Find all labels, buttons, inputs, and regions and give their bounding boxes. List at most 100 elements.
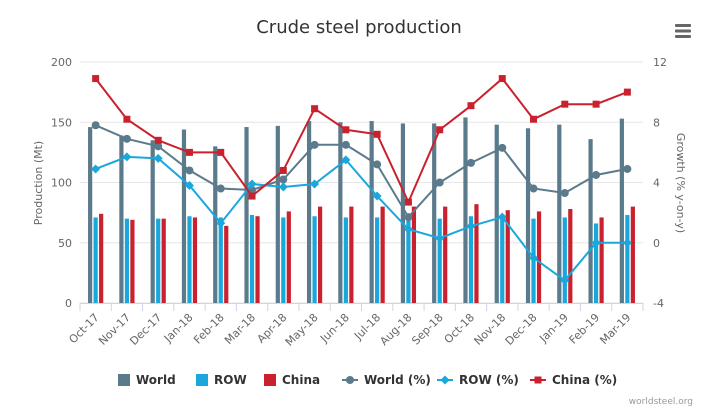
bar-china[interactable]	[99, 213, 104, 303]
bar-china[interactable]	[599, 217, 604, 303]
chart-menu-button[interactable]	[670, 20, 696, 42]
bar-china[interactable]	[192, 217, 198, 303]
point-world-pct[interactable]	[341, 140, 350, 149]
point-china-pct[interactable]	[373, 130, 381, 138]
credit-text[interactable]: worldsteel.org	[629, 397, 693, 407]
bar-china[interactable]	[505, 210, 510, 303]
point-world-pct[interactable]	[154, 142, 163, 151]
point-china-pct[interactable]	[623, 88, 631, 96]
point-china-pct[interactable]	[185, 148, 193, 156]
point-china-pct[interactable]	[92, 75, 100, 83]
bar-world[interactable]	[338, 122, 343, 303]
point-china-pct[interactable]	[217, 148, 225, 156]
point-world-pct[interactable]	[122, 134, 131, 143]
bar-world[interactable]	[119, 135, 124, 303]
bar-china[interactable]	[536, 211, 542, 303]
point-row-pct[interactable]	[278, 182, 288, 192]
point-row-pct[interactable]	[403, 224, 413, 234]
point-china-pct[interactable]	[154, 136, 162, 144]
point-world-pct[interactable]	[279, 175, 288, 184]
point-world-pct[interactable]	[404, 213, 413, 222]
bar-row[interactable]	[500, 217, 505, 303]
point-row-pct[interactable]	[122, 152, 132, 162]
bar-china[interactable]	[568, 209, 573, 303]
legend-item-china[interactable]: China	[264, 373, 320, 387]
point-row-pct[interactable]	[91, 164, 101, 174]
bar-world[interactable]	[181, 129, 187, 303]
point-row-pct[interactable]	[184, 181, 194, 191]
point-row-pct[interactable]	[497, 212, 507, 222]
bar-row[interactable]	[93, 217, 98, 303]
point-china-pct[interactable]	[436, 126, 444, 134]
bar-row[interactable]	[406, 219, 411, 303]
legend-item-world[interactable]: World (%)	[342, 373, 431, 387]
bar-row[interactable]	[625, 215, 630, 303]
point-world-pct[interactable]	[216, 184, 225, 193]
bar-china[interactable]	[630, 206, 635, 303]
point-world-pct[interactable]	[623, 164, 632, 173]
bar-china[interactable]	[443, 206, 448, 303]
point-china-pct[interactable]	[342, 126, 350, 134]
bar-row[interactable]	[124, 218, 130, 303]
bar-china[interactable]	[380, 206, 385, 303]
legend-item-china[interactable]: China (%)	[530, 373, 617, 387]
bar-row[interactable]	[437, 218, 442, 303]
point-row-pct[interactable]	[560, 275, 570, 285]
point-china-pct[interactable]	[248, 192, 256, 200]
bar-world[interactable]	[400, 123, 406, 303]
point-row-pct[interactable]	[622, 238, 632, 248]
point-china-pct[interactable]	[530, 115, 538, 123]
bar-world[interactable]	[213, 146, 218, 303]
bar-world[interactable]	[557, 124, 562, 303]
bar-row[interactable]	[156, 218, 161, 303]
point-world-pct[interactable]	[91, 121, 100, 130]
bar-world[interactable]	[494, 124, 499, 303]
bar-china[interactable]	[317, 206, 323, 303]
bar-china[interactable]	[474, 204, 479, 303]
point-world-pct[interactable]	[592, 170, 601, 179]
legend-item-world[interactable]: World	[118, 373, 176, 387]
point-world-pct[interactable]	[529, 184, 538, 193]
bar-world[interactable]	[369, 121, 374, 303]
bar-row[interactable]	[343, 217, 348, 303]
point-china-pct[interactable]	[592, 100, 600, 108]
point-china-pct[interactable]	[404, 198, 412, 206]
point-china-pct[interactable]	[498, 75, 506, 83]
point-row-pct[interactable]	[247, 179, 257, 189]
bar-china[interactable]	[130, 219, 135, 303]
point-world-pct[interactable]	[560, 189, 569, 198]
point-row-pct[interactable]	[341, 155, 351, 165]
bar-row[interactable]	[375, 217, 380, 303]
point-row-pct[interactable]	[310, 179, 320, 189]
bar-world[interactable]	[463, 117, 468, 304]
point-world-pct[interactable]	[185, 166, 194, 175]
bar-world[interactable]	[619, 118, 624, 303]
point-row-pct[interactable]	[435, 233, 445, 243]
point-row-pct[interactable]	[216, 218, 226, 228]
point-china-pct[interactable]	[311, 105, 319, 113]
bar-row[interactable]	[562, 217, 567, 303]
legend-item-row[interactable]: ROW (%)	[437, 373, 519, 387]
point-row-pct[interactable]	[153, 153, 163, 163]
bar-world[interactable]	[588, 139, 593, 303]
point-world-pct[interactable]	[466, 158, 475, 167]
bar-china[interactable]	[255, 216, 260, 303]
bar-china[interactable]	[224, 225, 229, 303]
bar-world[interactable]	[525, 128, 531, 303]
point-world-pct[interactable]	[498, 143, 507, 152]
point-china-pct[interactable]	[467, 102, 475, 110]
bar-row[interactable]	[218, 217, 223, 303]
bar-world[interactable]	[244, 127, 249, 303]
point-row-pct[interactable]	[372, 191, 382, 201]
bar-china[interactable]	[286, 211, 291, 303]
point-row-pct[interactable]	[466, 221, 476, 231]
point-china-pct[interactable]	[279, 166, 287, 174]
bar-world[interactable]	[306, 121, 312, 303]
point-world-pct[interactable]	[435, 178, 444, 187]
bar-row[interactable]	[281, 217, 286, 303]
bar-china[interactable]	[349, 206, 354, 303]
bar-row[interactable]	[312, 216, 317, 303]
bar-world[interactable]	[275, 125, 280, 304]
point-row-pct[interactable]	[529, 253, 539, 263]
point-china-pct[interactable]	[123, 115, 131, 123]
